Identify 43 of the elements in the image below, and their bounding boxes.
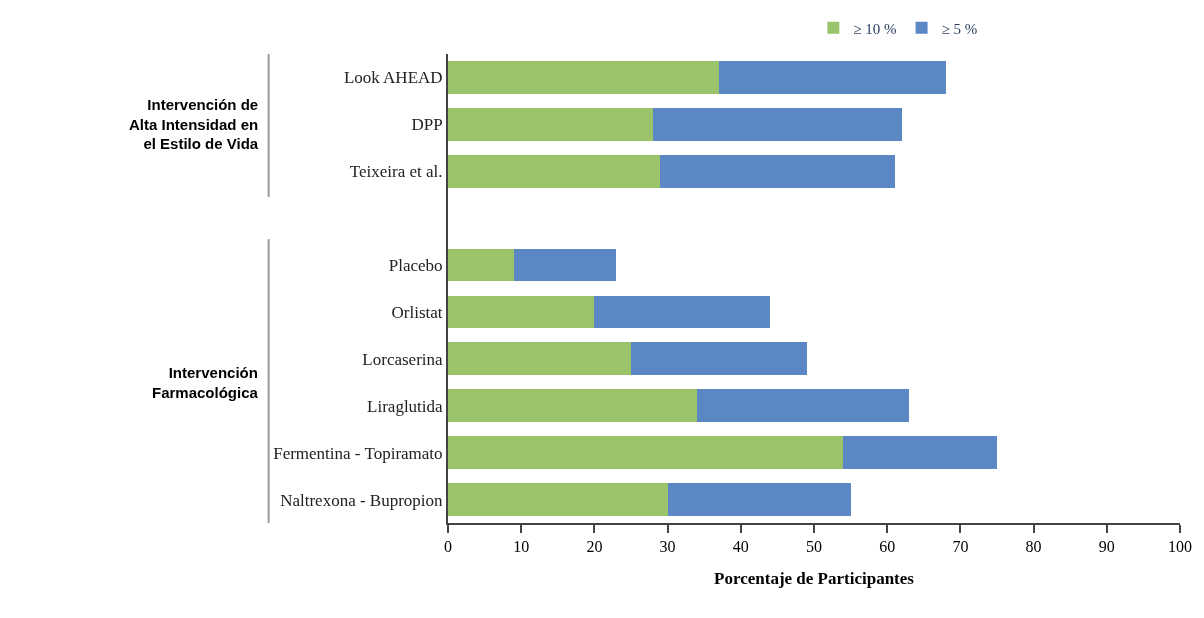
bar <box>448 389 697 423</box>
legend-label: ≥ 5 % <box>941 20 978 37</box>
x-tick-label: 70 <box>952 538 969 556</box>
bar <box>448 342 631 376</box>
bar <box>448 248 514 282</box>
bar <box>594 295 771 329</box>
bar <box>718 61 946 94</box>
y-tick-label: Placebo <box>388 256 443 275</box>
text: Intervención Farmacológica <box>152 364 259 401</box>
bar <box>652 107 902 141</box>
y-tick-label: Lorcaserina <box>362 349 444 369</box>
x-tick-label: 20 <box>586 538 603 556</box>
bar <box>696 389 910 423</box>
x-tick-label: 50 <box>806 538 822 556</box>
bar <box>448 107 653 141</box>
x-tick-label: 80 <box>1025 538 1042 556</box>
y-tick-label: Look AHEAD <box>343 68 443 88</box>
y-tick-label: DPP <box>411 115 443 135</box>
bar <box>448 295 595 329</box>
x-axis-title: Porcentaje de Participantes <box>714 569 915 589</box>
text: Intervención de Alta Intensidad en el Estilo de Vida <box>129 96 259 152</box>
x-tick-label: 40 <box>732 538 749 556</box>
x-tick-label: 30 <box>659 538 676 556</box>
y-tick-label: Teixeira et al. <box>349 162 443 182</box>
x-tick-label: 60 <box>879 538 896 556</box>
x-tick-label: 90 <box>1098 538 1115 556</box>
y-tick-label: Liraglutida <box>367 396 444 416</box>
bar <box>448 154 661 188</box>
bar <box>448 61 719 94</box>
bar <box>660 154 895 188</box>
bar <box>843 436 997 470</box>
y-tick-label: Orlistat <box>391 302 443 322</box>
legend-label: ≥ 10 % <box>853 20 897 37</box>
bar <box>448 436 844 470</box>
x-tick-label: 100 <box>1168 538 1192 556</box>
bar <box>667 483 851 516</box>
x-tick-label: 0 <box>444 538 452 556</box>
bar <box>513 248 617 282</box>
y-tick-label: Fermentina - Topiramato <box>273 443 443 463</box>
y-tick-label: Naltrexona - Bupropion <box>280 490 444 510</box>
x-tick-label: 10 <box>513 538 530 556</box>
bar <box>448 483 668 516</box>
bar <box>631 342 807 376</box>
